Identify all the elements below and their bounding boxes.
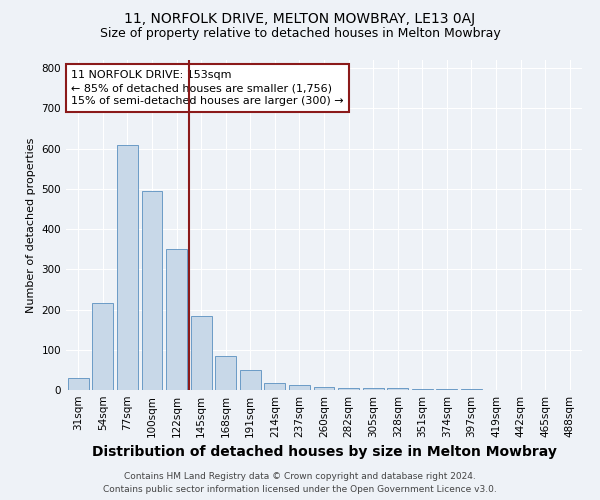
Bar xyxy=(68,378,89,390)
Bar xyxy=(461,389,482,390)
Text: Size of property relative to detached houses in Melton Mowbray: Size of property relative to detached ho… xyxy=(100,28,500,40)
Bar xyxy=(289,385,310,390)
Bar xyxy=(191,316,212,390)
Text: Contains HM Land Registry data © Crown copyright and database right 2024.
Contai: Contains HM Land Registry data © Crown c… xyxy=(103,472,497,494)
Bar xyxy=(215,356,236,390)
Bar xyxy=(362,388,383,390)
Bar xyxy=(338,388,359,390)
X-axis label: Distribution of detached houses by size in Melton Mowbray: Distribution of detached houses by size … xyxy=(92,446,556,460)
Bar xyxy=(92,304,113,390)
Bar xyxy=(166,249,187,390)
Bar xyxy=(240,370,261,390)
Bar xyxy=(117,144,138,390)
Bar xyxy=(387,388,408,390)
Text: 11, NORFOLK DRIVE, MELTON MOWBRAY, LE13 0AJ: 11, NORFOLK DRIVE, MELTON MOWBRAY, LE13 … xyxy=(124,12,476,26)
Bar xyxy=(142,191,163,390)
Bar xyxy=(436,389,457,390)
Text: 11 NORFOLK DRIVE: 153sqm
← 85% of detached houses are smaller (1,756)
15% of sem: 11 NORFOLK DRIVE: 153sqm ← 85% of detach… xyxy=(71,70,344,106)
Bar xyxy=(412,389,433,390)
Bar xyxy=(265,383,286,390)
Bar xyxy=(314,387,334,390)
Y-axis label: Number of detached properties: Number of detached properties xyxy=(26,138,36,312)
